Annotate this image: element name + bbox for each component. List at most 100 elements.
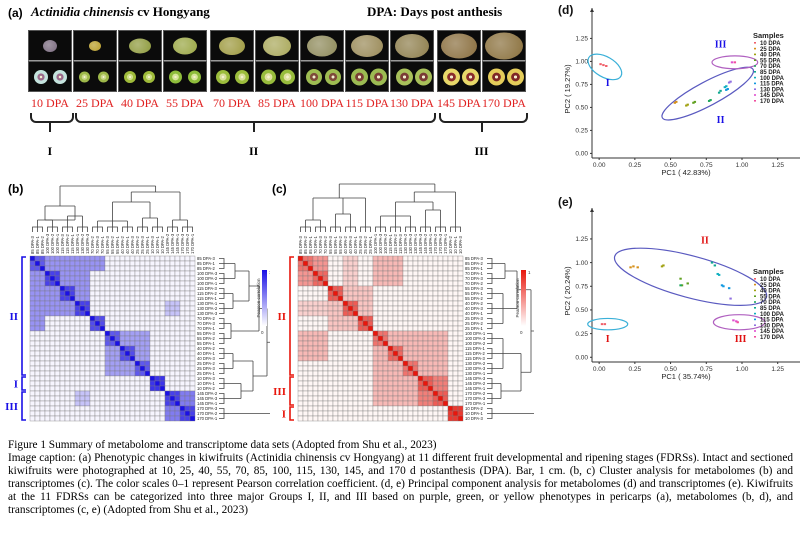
heatmap-cell (382, 300, 389, 307)
heatmap-cell (39, 415, 46, 422)
heatmap-cell (357, 385, 364, 392)
heatmap-cell (317, 270, 324, 277)
heatmap-cell (327, 315, 334, 322)
heatmap-cell (149, 270, 156, 277)
heatmap-cell (174, 360, 181, 367)
heatmap-cell (382, 395, 389, 402)
heatmap-cell (442, 285, 449, 292)
heatmap-cell (89, 345, 96, 352)
heatmap-cell (129, 385, 136, 392)
heatmap-cell (124, 295, 131, 302)
heatmap-cell (54, 315, 61, 322)
heatmap-cell (174, 345, 181, 352)
heatmap-cell (357, 390, 364, 397)
heatmap-cell (29, 275, 36, 282)
heatmap-cell (29, 305, 36, 312)
row-label: 100 DPA-1 (197, 281, 218, 286)
heatmap-cell (109, 390, 116, 397)
row-label: 100 DPA-1 (465, 331, 486, 336)
heatmap-cell (407, 405, 414, 412)
heatmap-cell (114, 365, 121, 372)
heatmap-cell (64, 330, 71, 337)
heatmap-cell (184, 305, 191, 312)
heatmap-cell (342, 385, 349, 392)
heatmap-cell (452, 280, 459, 287)
legend-swatch (754, 82, 756, 85)
heatmap-cell (54, 285, 61, 292)
heatmap-cell (39, 400, 46, 407)
heatmap-cell (402, 375, 409, 382)
heatmap-cell (397, 255, 404, 262)
heatmap-cell (452, 265, 459, 272)
heatmap-cell (129, 330, 136, 337)
dendrogram-branch (487, 303, 493, 314)
heatmap-cell (437, 270, 444, 277)
ellipse-group-II (613, 247, 768, 307)
heatmap-cell (357, 360, 364, 367)
heatmap-cell (387, 255, 394, 262)
dendrogram-branch (231, 285, 260, 332)
heatmap-cell (362, 415, 369, 422)
dendrogram-branch (224, 263, 236, 279)
heatmap-cell (44, 395, 51, 402)
heatmap-cell (74, 255, 81, 262)
heatmap-cell (342, 270, 349, 277)
heatmap-cell (402, 355, 409, 362)
heatmap-cell (312, 375, 319, 382)
heatmap-cell (412, 350, 419, 357)
heatmap-cell (307, 375, 314, 382)
heatmap-cell (427, 390, 434, 397)
heatmap-cell (312, 305, 319, 312)
heatmap-cell (447, 405, 454, 412)
heatmap-cell (59, 330, 66, 337)
heatmap-cell (89, 370, 96, 377)
heatmap-cell (317, 370, 324, 377)
heatmap-cell (99, 350, 106, 357)
heatmap-cell (317, 255, 324, 262)
heatmap-cell (362, 385, 369, 392)
row-label: 25 DPA-1 (465, 326, 484, 331)
heatmap-cell (84, 320, 91, 327)
column-label: 40 DPA-1 (353, 235, 358, 254)
heatmap-cell (164, 390, 171, 397)
heatmap-cell (372, 360, 379, 367)
heatmap-cell (164, 385, 171, 392)
heatmap-cell (109, 305, 116, 312)
y-axis-label: PC2 ( 19.27%) (563, 64, 572, 114)
dendrogram-branch (219, 288, 225, 299)
heatmap-cell (129, 360, 136, 367)
heatmap-cell (144, 290, 151, 297)
heatmap-cell (189, 355, 196, 362)
heatmap-cell (427, 320, 434, 327)
heatmap-cell (149, 285, 156, 292)
heatmap-cell (387, 365, 394, 372)
dendrogram-branch (59, 185, 157, 206)
heatmap-cell (437, 320, 444, 327)
heatmap-cell (59, 260, 66, 267)
heatmap-cell (312, 320, 319, 327)
heatmap-cell (69, 260, 76, 267)
heatmap-cell (432, 390, 439, 397)
heatmap-cell (139, 265, 146, 272)
heatmap-cell (74, 395, 81, 402)
heatmap-cell (327, 255, 334, 262)
colorbar (521, 270, 526, 326)
heatmap-cell (317, 345, 324, 352)
heatmap-cell (457, 350, 464, 357)
fruit-photo-100-dpa (300, 30, 344, 92)
heatmap-cell (84, 410, 91, 417)
heatmap-cell (317, 360, 324, 367)
heatmap-cell (154, 400, 161, 407)
data-point-170-dpa (736, 321, 739, 324)
dendrogram-branch (233, 360, 254, 392)
heatmap-cell (149, 290, 156, 297)
heatmap-cell (74, 325, 81, 332)
heatmap-cell (144, 305, 151, 312)
heatmap-cell (422, 400, 429, 407)
heatmap-cell (184, 260, 191, 267)
heatmap-cell (189, 415, 196, 422)
heatmap-cell (39, 275, 46, 282)
heatmap-cell (149, 360, 156, 367)
heatmap-cell (397, 340, 404, 347)
heatmap-cell (179, 320, 186, 327)
